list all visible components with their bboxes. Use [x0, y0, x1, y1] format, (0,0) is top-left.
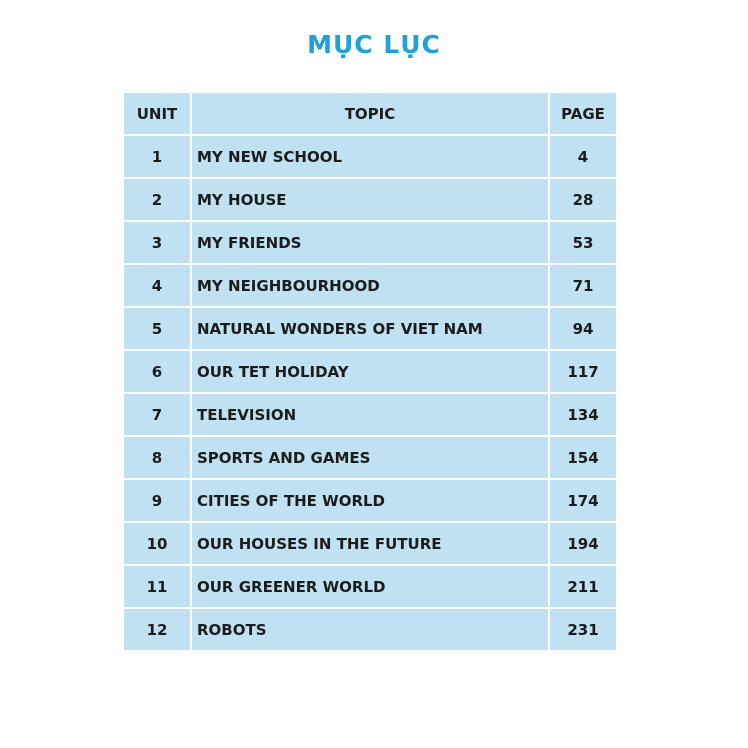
unit-cell: 6: [124, 349, 192, 394]
page-cell: 53: [548, 220, 616, 265]
topic-cell: SPORTS AND GAMES: [190, 435, 550, 480]
table-row: 2 MY HOUSE 28: [124, 177, 616, 222]
topic-cell: MY NEW SCHOOL: [190, 134, 550, 179]
topic-cell: OUR GREENER WORLD: [190, 564, 550, 609]
table-row: 8 SPORTS AND GAMES 154: [124, 435, 616, 480]
unit-cell: 12: [124, 607, 192, 650]
unit-cell: 8: [124, 435, 192, 480]
table-row: 12 ROBOTS 231: [124, 607, 616, 650]
unit-cell: 11: [124, 564, 192, 609]
topic-cell: ROBOTS: [190, 607, 550, 650]
topic-cell: CITIES OF THE WORLD: [190, 478, 550, 523]
header-row: UNIT TOPIC PAGE: [124, 93, 616, 136]
page-cell: 117: [548, 349, 616, 394]
unit-cell: 3: [124, 220, 192, 265]
unit-cell: 7: [124, 392, 192, 437]
unit-cell: 2: [124, 177, 192, 222]
table-row: 4 MY NEIGHBOURHOOD 71: [124, 263, 616, 308]
table-row: 1 MY NEW SCHOOL 4: [124, 134, 616, 179]
page-cell: 4: [548, 134, 616, 179]
table-row: 5 NATURAL WONDERS OF VIET NAM 94: [124, 306, 616, 351]
table-row: 10 OUR HOUSES IN THE FUTURE 194: [124, 521, 616, 566]
topic-cell: OUR HOUSES IN THE FUTURE: [190, 521, 550, 566]
page-cell: 194: [548, 521, 616, 566]
page-cell: 94: [548, 306, 616, 351]
topic-cell: NATURAL WONDERS OF VIET NAM: [190, 306, 550, 351]
table-row: 11 OUR GREENER WORLD 211: [124, 564, 616, 609]
table-row: 3 MY FRIENDS 53: [124, 220, 616, 265]
table-row: 6 OUR TET HOLIDAY 117: [124, 349, 616, 394]
unit-header: UNIT: [124, 93, 192, 136]
unit-cell: 4: [124, 263, 192, 308]
topic-cell: TELEVISION: [190, 392, 550, 437]
topic-cell: OUR TET HOLIDAY: [190, 349, 550, 394]
topic-cell: MY FRIENDS: [190, 220, 550, 265]
page-cell: 231: [548, 607, 616, 650]
topic-cell: MY NEIGHBOURHOOD: [190, 263, 550, 308]
contents-table: UNIT TOPIC PAGE 1 MY NEW SCHOOL 4 2 MY HOUSE…: [124, 93, 616, 650]
page-cell: 134: [548, 392, 616, 437]
page-cell: 174: [548, 478, 616, 523]
unit-cell: 1: [124, 134, 192, 179]
page-cell: 71: [548, 263, 616, 308]
table-row: 9 CITIES OF THE WORLD 174: [124, 478, 616, 523]
topic-cell: MY HOUSE: [190, 177, 550, 222]
page-cell: 28: [548, 177, 616, 222]
topic-header: TOPIC: [190, 93, 550, 136]
table-row: 7 TELEVISION 134: [124, 392, 616, 437]
unit-cell: 9: [124, 478, 192, 523]
page-cell: 211: [548, 564, 616, 609]
page-header: PAGE: [548, 93, 616, 136]
page-title: MỤC LỤC: [307, 30, 441, 59]
unit-cell: 5: [124, 306, 192, 351]
unit-cell: 10: [124, 521, 192, 566]
page-cell: 154: [548, 435, 616, 480]
